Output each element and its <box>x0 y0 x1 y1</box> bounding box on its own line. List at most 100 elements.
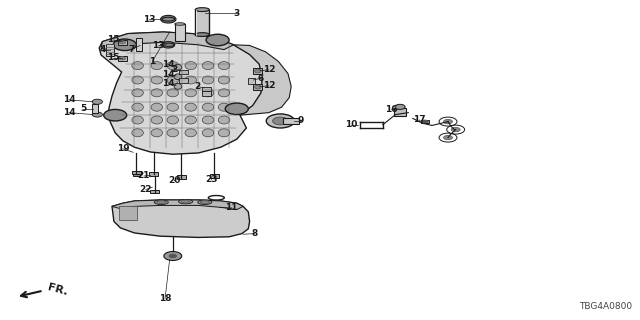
Text: 10: 10 <box>344 120 357 129</box>
Ellipse shape <box>175 23 185 25</box>
Text: 8: 8 <box>252 229 258 238</box>
Text: 22: 22 <box>140 185 152 194</box>
Text: 13: 13 <box>152 41 165 50</box>
Bar <box>248 78 255 84</box>
Text: 14: 14 <box>162 79 175 88</box>
Polygon shape <box>101 32 234 50</box>
Text: 6: 6 <box>258 74 264 83</box>
Polygon shape <box>112 200 243 210</box>
Bar <box>202 86 211 91</box>
Text: 12: 12 <box>262 65 275 74</box>
Ellipse shape <box>218 89 230 97</box>
Circle shape <box>92 112 102 117</box>
Ellipse shape <box>218 61 230 69</box>
Text: FR.: FR. <box>46 283 68 298</box>
Ellipse shape <box>167 89 179 97</box>
Ellipse shape <box>202 116 214 124</box>
Bar <box>202 91 211 96</box>
Ellipse shape <box>255 85 261 89</box>
Polygon shape <box>112 200 250 237</box>
Bar <box>175 24 185 41</box>
Ellipse shape <box>132 116 143 124</box>
Circle shape <box>104 109 127 121</box>
Bar <box>149 172 158 176</box>
Text: 23: 23 <box>205 175 218 184</box>
Ellipse shape <box>174 74 182 80</box>
Circle shape <box>92 99 102 104</box>
Bar <box>177 175 186 179</box>
Bar <box>394 108 406 116</box>
Bar <box>118 56 127 61</box>
Text: 5: 5 <box>80 104 86 113</box>
Text: 21: 21 <box>138 172 150 180</box>
Bar <box>132 171 141 174</box>
Text: 14: 14 <box>162 60 175 69</box>
Circle shape <box>422 120 428 123</box>
Ellipse shape <box>200 201 209 204</box>
Text: 20: 20 <box>168 176 180 185</box>
Circle shape <box>451 127 460 132</box>
Ellipse shape <box>167 76 179 84</box>
Text: 13: 13 <box>143 15 156 24</box>
Ellipse shape <box>179 199 193 204</box>
Ellipse shape <box>185 129 196 137</box>
Ellipse shape <box>167 116 179 124</box>
Bar <box>253 68 262 74</box>
Ellipse shape <box>218 116 230 124</box>
Ellipse shape <box>151 76 163 84</box>
Ellipse shape <box>167 129 179 137</box>
Text: 2: 2 <box>171 65 177 74</box>
Ellipse shape <box>151 103 163 111</box>
Bar <box>253 84 262 90</box>
Bar <box>106 44 114 56</box>
Text: 18: 18 <box>159 294 172 303</box>
Circle shape <box>206 34 229 46</box>
Ellipse shape <box>202 61 214 69</box>
Ellipse shape <box>218 76 230 84</box>
Bar <box>179 69 188 74</box>
Bar <box>119 206 137 220</box>
Polygon shape <box>99 32 262 154</box>
Ellipse shape <box>132 61 143 69</box>
Ellipse shape <box>151 129 163 137</box>
Circle shape <box>169 254 177 258</box>
Ellipse shape <box>132 89 143 97</box>
Ellipse shape <box>195 8 209 12</box>
Bar <box>179 78 188 83</box>
Text: 1: 1 <box>149 57 156 66</box>
Text: 2: 2 <box>194 82 200 91</box>
Ellipse shape <box>185 103 196 111</box>
Bar <box>133 174 140 176</box>
Text: 3: 3 <box>234 9 240 18</box>
Ellipse shape <box>218 103 230 111</box>
Text: 15: 15 <box>107 53 120 62</box>
Ellipse shape <box>185 76 196 84</box>
Bar <box>195 10 209 35</box>
Ellipse shape <box>202 76 214 84</box>
Circle shape <box>444 119 452 124</box>
Ellipse shape <box>119 41 125 44</box>
Text: 14: 14 <box>63 95 76 104</box>
Ellipse shape <box>174 84 182 89</box>
Ellipse shape <box>185 61 196 69</box>
Ellipse shape <box>255 69 261 73</box>
Circle shape <box>266 114 294 128</box>
Text: 15: 15 <box>107 36 120 44</box>
Circle shape <box>444 135 452 140</box>
Ellipse shape <box>151 116 163 124</box>
Ellipse shape <box>185 116 196 124</box>
Text: 14: 14 <box>162 70 175 79</box>
Text: 19: 19 <box>116 144 129 153</box>
Ellipse shape <box>132 76 143 84</box>
Text: TBG4A0800: TBG4A0800 <box>579 302 632 311</box>
Circle shape <box>225 103 248 115</box>
Ellipse shape <box>151 61 163 69</box>
Ellipse shape <box>198 200 212 204</box>
Ellipse shape <box>119 57 125 60</box>
Ellipse shape <box>132 129 143 137</box>
Ellipse shape <box>154 200 168 204</box>
Text: 17: 17 <box>413 116 426 124</box>
Text: 12: 12 <box>262 81 275 90</box>
Ellipse shape <box>218 129 230 137</box>
Ellipse shape <box>167 103 179 111</box>
